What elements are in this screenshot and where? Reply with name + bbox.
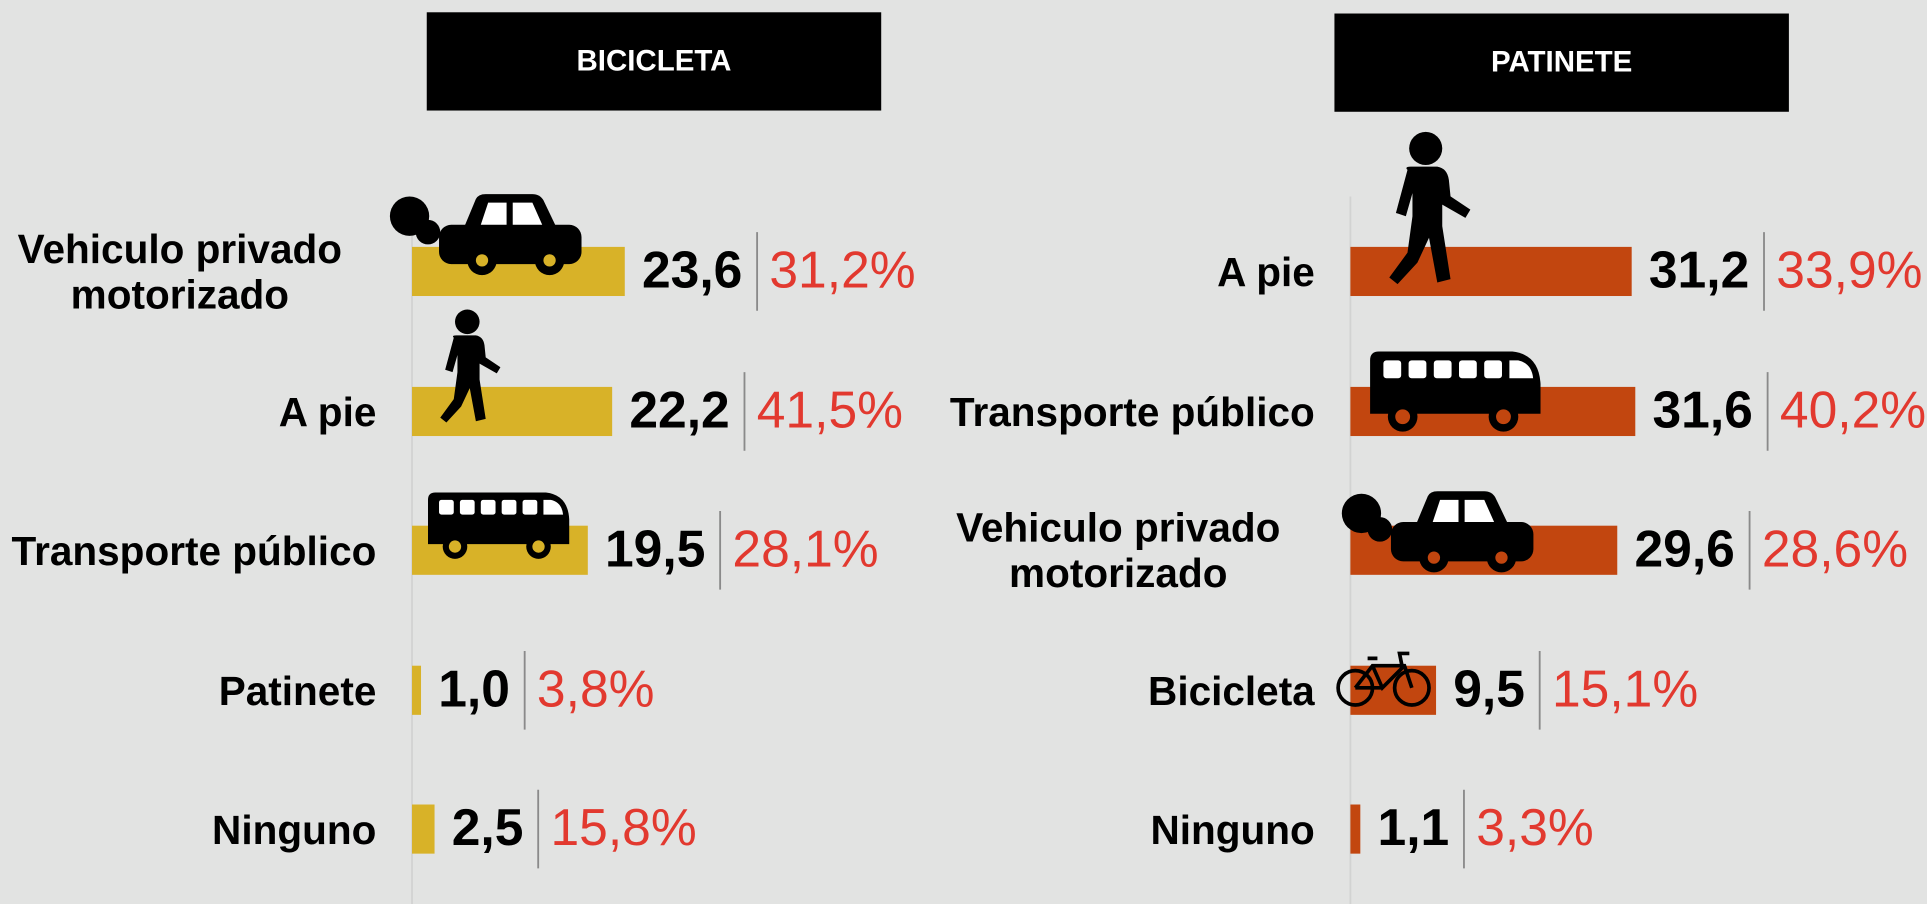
share-label: 41,5% [757, 381, 903, 439]
value-label: 19,5 [605, 519, 705, 577]
value-label: 9,5 [1453, 659, 1525, 717]
category-label-box: Vehiculo privado motorizado [956, 504, 1281, 596]
bar [1350, 246, 1632, 297]
category-label-box: Ninguno [212, 806, 377, 852]
bar [412, 804, 435, 854]
bar [1350, 804, 1361, 854]
category-label: Vehiculo privado motorizado [17, 226, 343, 317]
category-label-box: Vehiculo privado motorizado [17, 226, 343, 317]
category-label-box: Patinete [218, 667, 377, 714]
category-label: Transporte público [11, 527, 377, 573]
bar [412, 386, 613, 437]
share-label: 15,8% [550, 798, 696, 856]
category-label: Patinete [218, 667, 377, 714]
category-label: Ninguno [212, 806, 377, 852]
share-label: 28,6% [1762, 519, 1908, 577]
category-label-box: A pie [1217, 248, 1315, 295]
title-box [1334, 13, 1789, 112]
share-label: 31,2% [769, 241, 915, 299]
value-label: 2,5 [452, 798, 524, 856]
category-label-box: Ninguno [1150, 806, 1315, 852]
bar [412, 665, 422, 715]
category-label-box: Transporte público [11, 527, 377, 573]
category-label: Ninguno [1150, 806, 1315, 852]
title-box [426, 12, 882, 111]
category-label: A pie [278, 388, 377, 435]
category-label-box: Transporte público [949, 388, 1315, 435]
share-label: 28,1% [732, 519, 878, 577]
category-label-box: A pie [278, 388, 377, 435]
value-label: 29,6 [1634, 519, 1734, 577]
share-label: 3,3% [1476, 798, 1594, 856]
value-label: 1,0 [438, 659, 510, 717]
share-label: 15,1% [1552, 659, 1698, 717]
category-label: Bicicleta [1148, 667, 1315, 714]
category-label: Transporte público [949, 388, 1315, 435]
value-label: 1,1 [1378, 798, 1450, 856]
panel-title: PATINETE [1491, 46, 1632, 79]
category-label: A pie [1217, 248, 1315, 295]
share-label: 40,2% [1780, 381, 1926, 439]
value-label: 23,6 [642, 241, 742, 299]
value-label: 31,2 [1649, 241, 1749, 299]
value-label: 22,2 [629, 381, 729, 439]
share-label: 3,8% [537, 659, 655, 717]
value-label: 31,6 [1652, 381, 1752, 439]
category-label: Vehiculo privado motorizado [956, 504, 1281, 596]
share-label: 33,9% [1776, 241, 1922, 299]
panel-title: BICICLETA [576, 44, 731, 77]
category-label-box: Bicicleta [1148, 667, 1315, 714]
